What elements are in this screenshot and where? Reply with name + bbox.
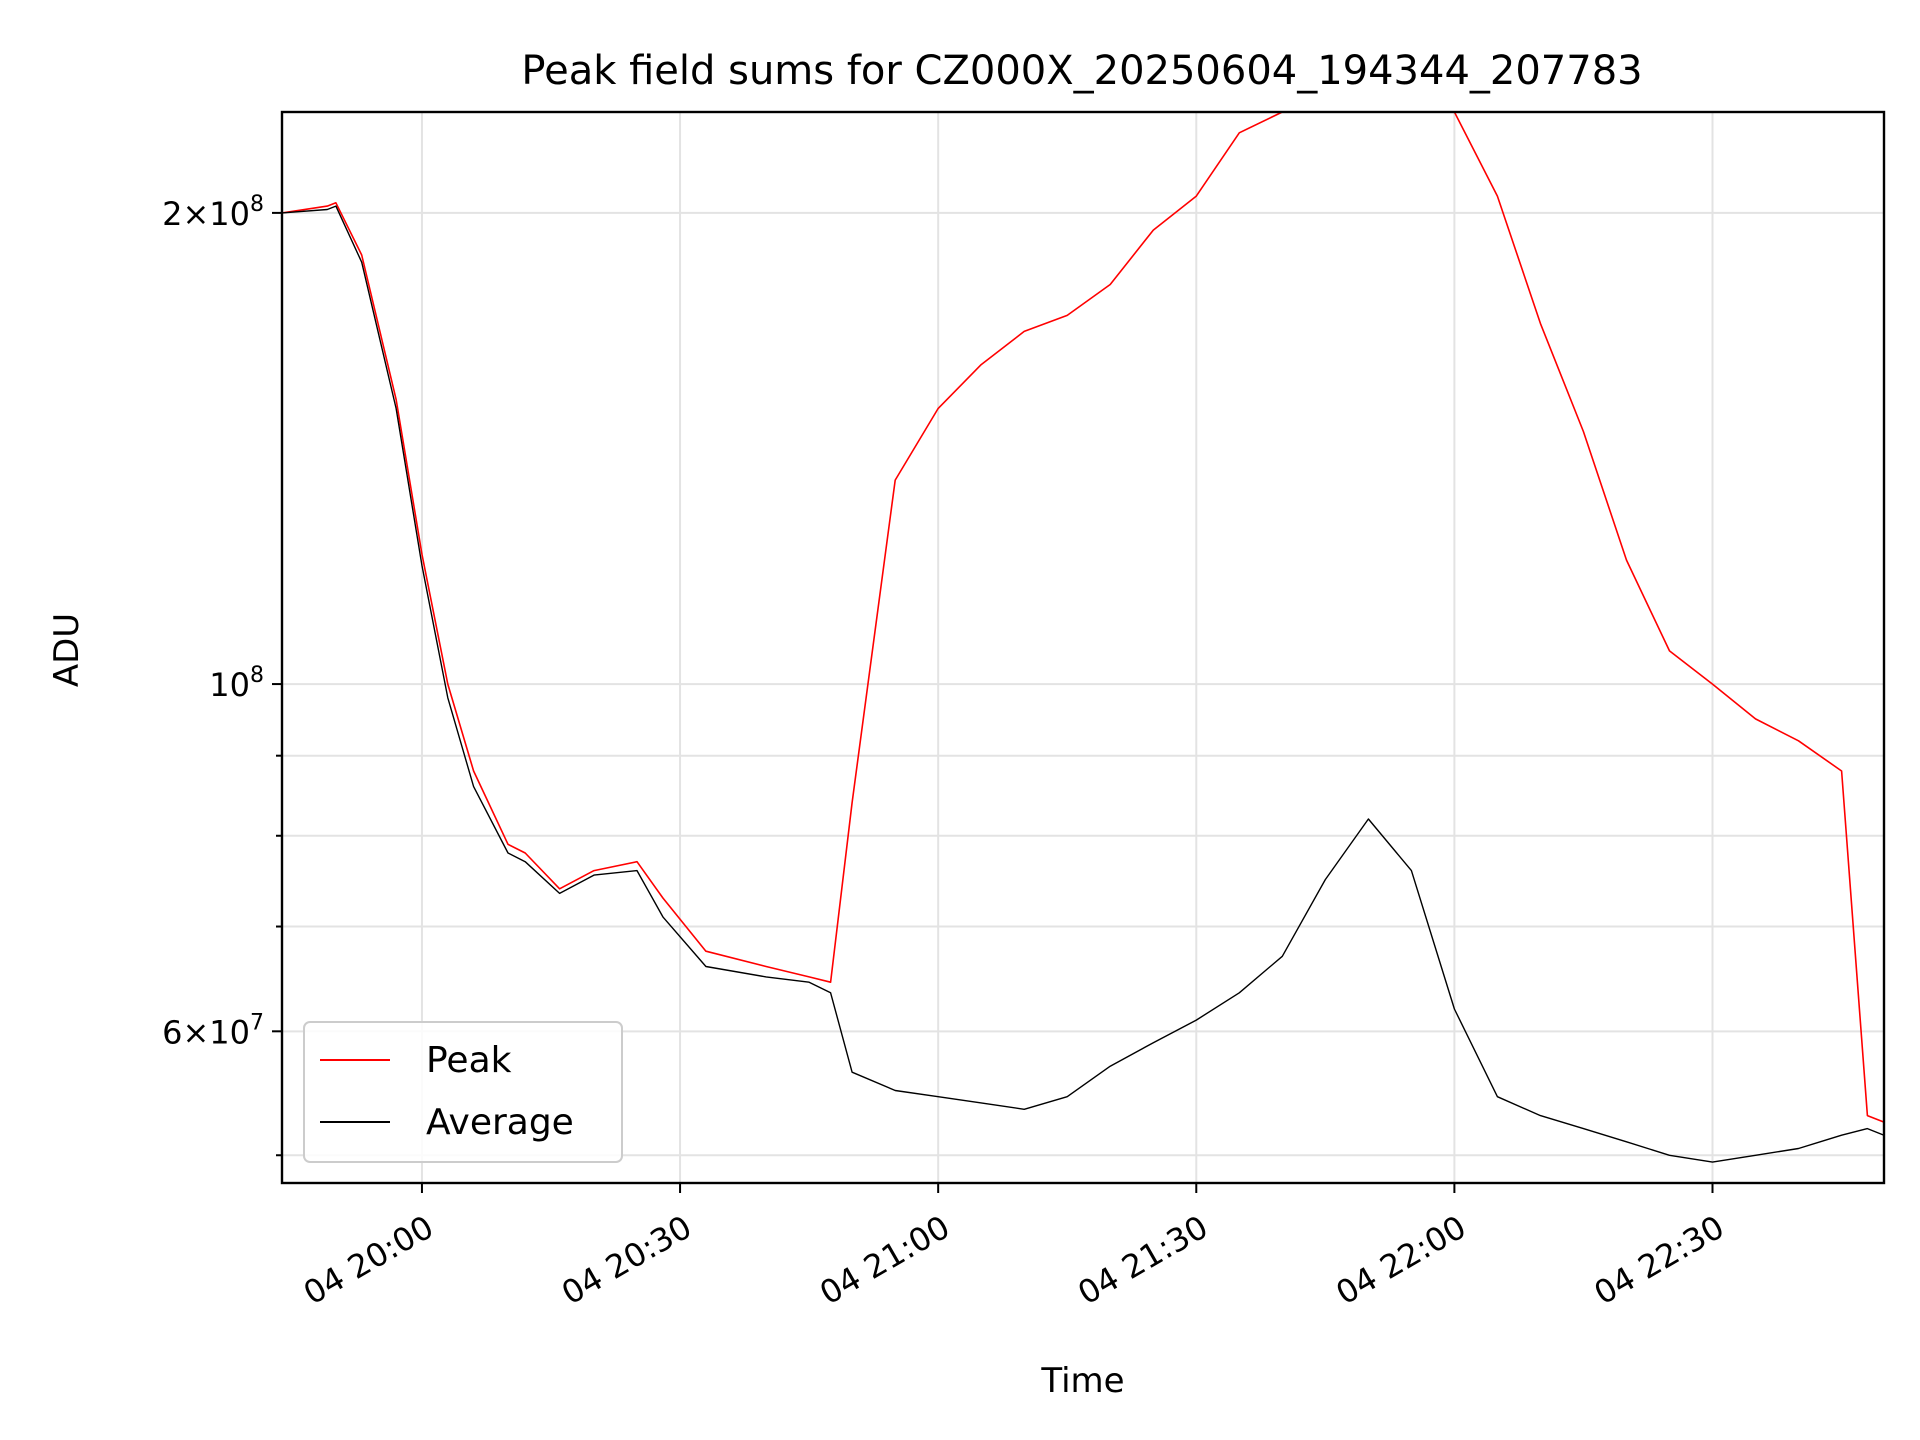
legend: Peak Average <box>303 1021 623 1163</box>
x-axis-label: Time <box>1040 1361 1124 1401</box>
y-tick-label: 6×107 <box>162 1010 264 1051</box>
series-line-peak <box>282 112 1884 1123</box>
legend-label-average: Average <box>426 1102 574 1143</box>
series-layer <box>282 112 1884 1163</box>
y-axis-label: ADU <box>47 613 87 687</box>
grid <box>282 112 1884 1183</box>
y-tick-label: 2×108 <box>162 192 264 233</box>
plot-frame <box>280 110 1886 1185</box>
legend-box <box>303 1021 623 1163</box>
series-line-average <box>282 205 1884 1163</box>
y-tick-label: 108 <box>209 663 264 704</box>
y-axis: 6×107 108 2×108 <box>162 192 282 1157</box>
legend-label-peak: Peak <box>426 1040 512 1081</box>
chart-title: Peak field sums for CZ000X_20250604_1943… <box>521 48 1642 94</box>
